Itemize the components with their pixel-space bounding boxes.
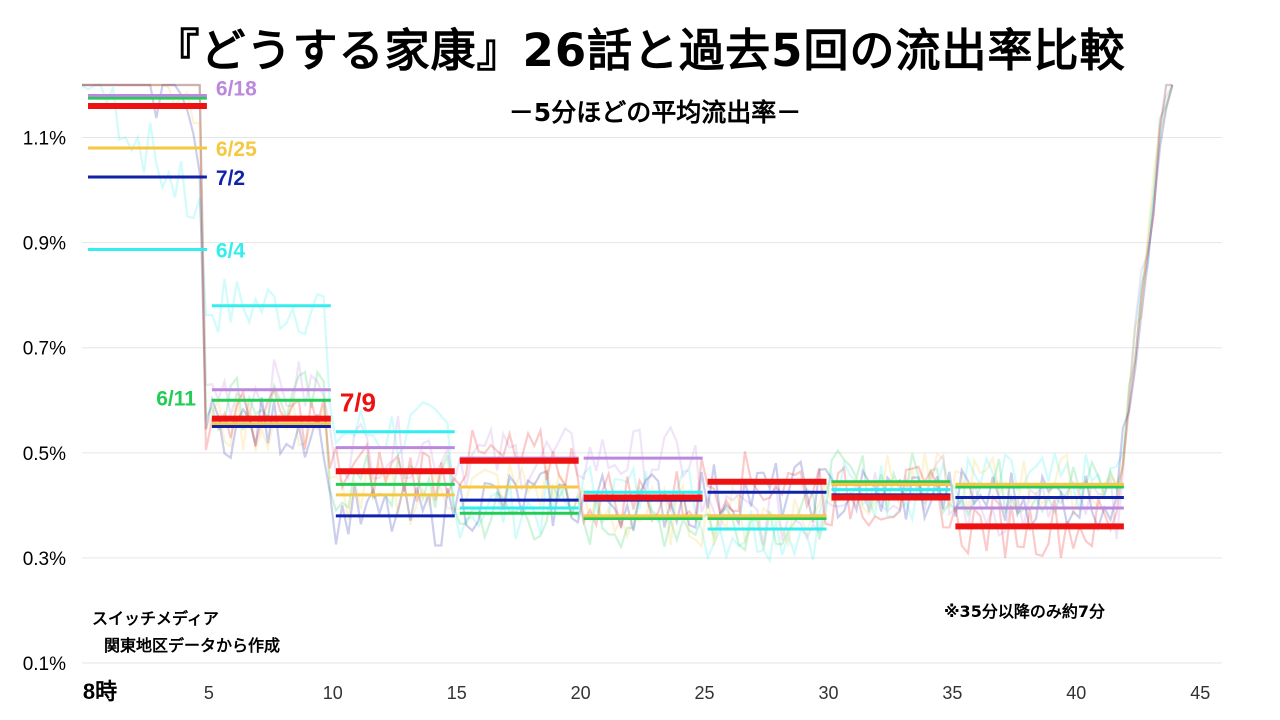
- x-tick-label: 15: [447, 683, 467, 703]
- footnote-35min: ※35分以降のみ約7分: [944, 602, 1105, 621]
- y-tick-label: 1.1%: [23, 129, 66, 150]
- series-label-6-18: 6/18: [216, 78, 257, 101]
- y-tick-label: 0.7%: [23, 339, 66, 360]
- y-tick-label: 0.1%: [23, 654, 66, 675]
- y-tick-label: 0.9%: [23, 234, 66, 255]
- chart-title: 『どうする家康』26話と過去5回の流出率比較: [154, 24, 1126, 77]
- gridlines: [82, 137, 1222, 664]
- source-credit-line2: 関東地区データから作成: [104, 636, 281, 655]
- x-tick-label: 5: [204, 683, 214, 703]
- x-tick-label: 20: [571, 683, 591, 703]
- x-tick-label: 25: [695, 683, 715, 703]
- series-label-6-25: 6/25: [216, 138, 257, 161]
- series-label-7-9: 7/9: [340, 388, 376, 418]
- chart-subtitle: －5分ほどの平均流出率－: [508, 98, 802, 127]
- series-label-6-4: 6/4: [216, 239, 246, 262]
- series-label-6-11: 6/11: [156, 387, 196, 410]
- x-tick-label: 45: [1190, 683, 1210, 703]
- series-labels: 6/4 6/11 6/18 6/25 7/2 7/9: [156, 78, 376, 418]
- average-bars: [88, 94, 1124, 531]
- raw-trace-6-18: [82, 83, 1174, 545]
- x-tick-label: 35: [942, 683, 962, 703]
- source-credit-line1: スイッチメディア: [92, 609, 219, 628]
- series-label-7-2: 7/2: [216, 167, 245, 190]
- x-tick-label: 10: [323, 683, 343, 703]
- y-tick-label: 0.3%: [23, 549, 66, 570]
- raw-trace-6-25: [82, 83, 1174, 549]
- x-tick-label: 30: [818, 683, 838, 703]
- x-tick-label: 8時: [83, 679, 117, 704]
- x-axis-ticks: 8時 5 10 15 20 25 30 35 40 45: [83, 679, 1210, 704]
- y-tick-label: 0.5%: [23, 444, 66, 465]
- raw-trace-7-9: [82, 83, 1173, 558]
- x-tick-label: 40: [1066, 683, 1086, 703]
- y-axis-ticks: 0.1% 0.3% 0.5% 0.7% 0.9% 1.1%: [23, 129, 66, 675]
